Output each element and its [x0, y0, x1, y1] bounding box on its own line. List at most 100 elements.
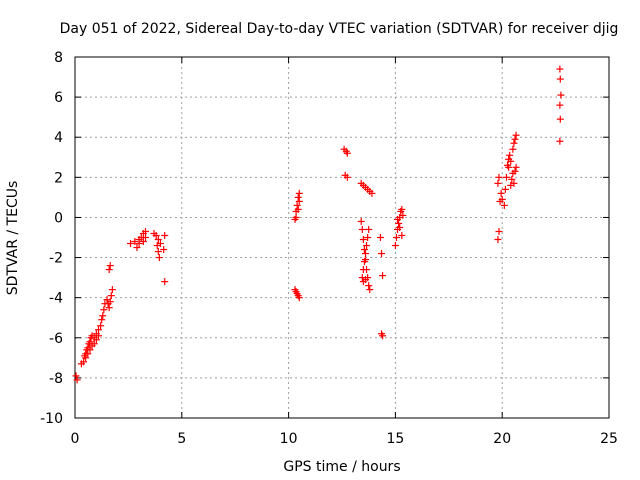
data-points	[72, 65, 565, 384]
data-point	[557, 91, 565, 99]
data-point	[361, 276, 369, 284]
x-tick-label: 5	[177, 431, 186, 447]
data-point	[359, 236, 367, 244]
data-point	[358, 225, 366, 233]
data-point	[399, 211, 407, 219]
y-tick-label: -2	[49, 251, 63, 267]
data-point	[556, 137, 564, 145]
plot-frame	[74, 56, 610, 419]
y-tick-label: 0	[54, 210, 63, 226]
data-point	[556, 65, 564, 73]
data-point	[156, 240, 164, 248]
data-point	[505, 163, 513, 171]
data-point	[154, 236, 162, 244]
data-point	[90, 340, 98, 348]
data-point	[360, 258, 368, 266]
data-point	[363, 242, 371, 250]
data-point	[293, 201, 301, 209]
x-tick-label: 0	[71, 431, 80, 447]
data-point	[108, 286, 116, 294]
data-point	[295, 189, 303, 197]
data-point	[376, 234, 384, 241]
data-point	[343, 149, 351, 157]
data-point	[391, 242, 399, 250]
data-point	[379, 332, 387, 340]
y-tick-label: -8	[49, 371, 63, 387]
data-point	[152, 231, 160, 239]
data-point	[398, 205, 406, 213]
data-point	[73, 376, 81, 384]
data-point	[357, 217, 365, 225]
data-point	[99, 312, 107, 320]
y-tick-label: 8	[54, 50, 63, 66]
data-point	[556, 115, 564, 123]
data-point	[155, 254, 163, 262]
data-point	[161, 278, 169, 286]
data-point	[510, 139, 518, 147]
data-point	[141, 227, 149, 235]
data-point	[556, 101, 564, 109]
data-point	[368, 189, 376, 197]
data-point	[398, 231, 406, 239]
data-point	[84, 350, 92, 358]
data-point	[361, 250, 369, 258]
x-tick-label: 20	[493, 431, 511, 447]
y-tick-label: 6	[54, 90, 63, 106]
data-point	[359, 266, 367, 274]
data-point	[107, 292, 115, 300]
data-point	[495, 227, 503, 235]
data-point	[364, 234, 372, 241]
data-point	[141, 234, 149, 241]
data-point	[97, 322, 105, 330]
data-point	[378, 250, 386, 258]
data-point	[502, 173, 510, 181]
data-point	[495, 173, 503, 181]
data-point	[294, 205, 302, 213]
data-point	[98, 316, 106, 324]
data-point	[394, 215, 402, 223]
data-point	[392, 234, 400, 241]
data-point	[510, 179, 518, 187]
data-point	[512, 163, 520, 171]
data-point	[497, 189, 505, 197]
data-point	[160, 246, 168, 254]
data-point	[105, 266, 113, 274]
data-point	[498, 195, 506, 203]
y-axis-label: SDTVAR / TECUs	[5, 181, 21, 296]
data-point	[360, 246, 368, 254]
data-point	[507, 157, 515, 165]
data-point	[86, 338, 94, 346]
data-point	[154, 248, 162, 256]
data-point	[105, 304, 113, 312]
data-point	[511, 135, 519, 143]
axis-ticks: 0 5 10 15 20 25 -10 -8 -6 -4 -2 0 2 4 6 8	[40, 50, 618, 447]
data-point	[501, 185, 509, 193]
data-point	[294, 193, 302, 201]
data-point	[506, 151, 514, 159]
data-point	[139, 238, 147, 246]
data-point	[86, 346, 94, 354]
y-tick-label: 2	[54, 170, 63, 186]
y-tick-label: -6	[49, 331, 63, 347]
data-point	[80, 358, 88, 366]
x-axis-label: GPS time / hours	[283, 459, 400, 475]
data-point	[295, 294, 303, 302]
data-point	[556, 75, 564, 83]
data-point	[72, 372, 80, 380]
y-tick-label: -10	[40, 411, 63, 427]
data-point	[92, 336, 100, 344]
chart-title: Day 051 of 2022, Sidereal Day-to-day VTE…	[60, 21, 619, 37]
data-point	[135, 240, 143, 248]
data-point	[94, 332, 102, 340]
data-point	[366, 286, 374, 294]
data-point	[343, 173, 351, 181]
data-point	[365, 225, 373, 233]
y-tick-label: -4	[49, 291, 63, 307]
data-point	[133, 244, 141, 252]
data-point	[509, 145, 517, 153]
y-tick-label: 4	[54, 130, 63, 146]
grid-layer	[75, 57, 609, 418]
data-point	[106, 262, 114, 270]
data-point	[494, 236, 502, 244]
